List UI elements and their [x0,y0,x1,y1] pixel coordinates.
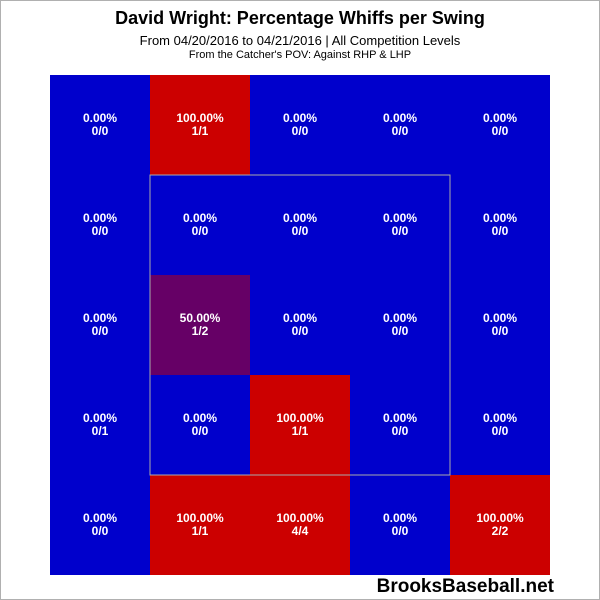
cell-count-label: 1/1 [192,124,209,138]
cell-percentage-label: 0.00% [183,411,217,425]
watermark: BrooksBaseball.net [376,576,554,597]
cell-count-label: 4/4 [292,524,309,538]
cell-count-label: 0/0 [392,524,409,538]
cell-percentage-label: 0.00% [83,211,117,225]
heatmap-cell [250,475,350,575]
cell-count-label: 0/0 [92,324,109,338]
heatmap-cell [150,375,250,475]
heatmap-cell [150,75,250,175]
cell-percentage-label: 0.00% [83,311,117,325]
cell-percentage-label: 0.00% [283,211,317,225]
cell-count-label: 1/2 [192,324,209,338]
heatmap-cell [350,375,450,475]
heatmap-cell [450,275,550,375]
cell-percentage-label: 0.00% [483,311,517,325]
cell-count-label: 0/0 [192,424,209,438]
heatmap-cell [250,375,350,475]
cell-count-label: 0/0 [92,224,109,238]
cell-percentage-label: 0.00% [483,411,517,425]
cell-count-label: 2/2 [492,524,509,538]
chart-title: David Wright: Percentage Whiffs per Swin… [115,8,485,28]
heatmap-cell [50,475,150,575]
cell-count-label: 0/0 [292,124,309,138]
cell-percentage-label: 0.00% [383,211,417,225]
cell-percentage-label: 50.00% [180,311,221,325]
cell-percentage-label: 0.00% [83,511,117,525]
cell-count-label: 0/0 [392,324,409,338]
heatmap-cell [250,75,350,175]
heatmap-cell [50,75,150,175]
heatmap-cell [450,175,550,275]
cell-count-label: 0/0 [192,224,209,238]
chart-subtitle-pov: From the Catcher's POV: Against RHP & LH… [188,49,412,61]
cell-count-label: 0/0 [492,124,509,138]
cell-percentage-label: 0.00% [83,411,117,425]
cell-count-label: 0/0 [292,324,309,338]
heatmap-cell [150,475,250,575]
heatmap-cell [450,375,550,475]
cell-count-label: 0/0 [392,224,409,238]
cell-percentage-label: 100.00% [276,411,324,425]
cell-percentage-label: 100.00% [476,511,524,525]
strike-zone-outline [149,174,451,476]
cell-percentage-label: 0.00% [283,311,317,325]
cell-percentage-label: 100.00% [176,511,224,525]
cell-count-label: 0/0 [392,124,409,138]
heatmap-cell [450,475,550,575]
cell-percentage-label: 100.00% [176,111,224,125]
heatmap-cell [350,175,450,275]
cell-percentage-label: 0.00% [383,111,417,125]
heatmap-cell [450,75,550,175]
heatmap-cell [350,475,450,575]
cell-count-label: 0/1 [92,424,109,438]
heatmap-cell [50,375,150,475]
cell-percentage-label: 0.00% [383,511,417,525]
heatmap-cell [50,275,150,375]
cell-percentage-label: 0.00% [383,311,417,325]
cell-percentage-label: 0.00% [383,411,417,425]
heatmap-cell [250,275,350,375]
cell-percentage-label: 0.00% [483,211,517,225]
heatmap-cell [150,175,250,275]
heatmap-cell [250,175,350,275]
chart-subtitle: From 04/20/2016 to 04/21/2016 | All Comp… [139,33,461,48]
cell-count-label: 0/0 [92,524,109,538]
cell-percentage-label: 0.00% [183,211,217,225]
cell-percentage-label: 0.00% [483,111,517,125]
cell-count-label: 0/0 [92,124,109,138]
cell-count-label: 0/0 [492,324,509,338]
cell-count-label: 0/0 [292,224,309,238]
cell-percentage-label: 100.00% [276,511,324,525]
cell-count-label: 1/1 [292,424,309,438]
cell-count-label: 0/0 [492,424,509,438]
cell-count-label: 0/0 [392,424,409,438]
heatmap-cell [350,275,450,375]
heatmap-cell [350,75,450,175]
cell-count-label: 1/1 [192,524,209,538]
cell-count-label: 0/0 [492,224,509,238]
cell-percentage-label: 0.00% [283,111,317,125]
cell-percentage-label: 0.00% [83,111,117,125]
heatmap-cell [50,175,150,275]
heatmap-cell [150,275,250,375]
